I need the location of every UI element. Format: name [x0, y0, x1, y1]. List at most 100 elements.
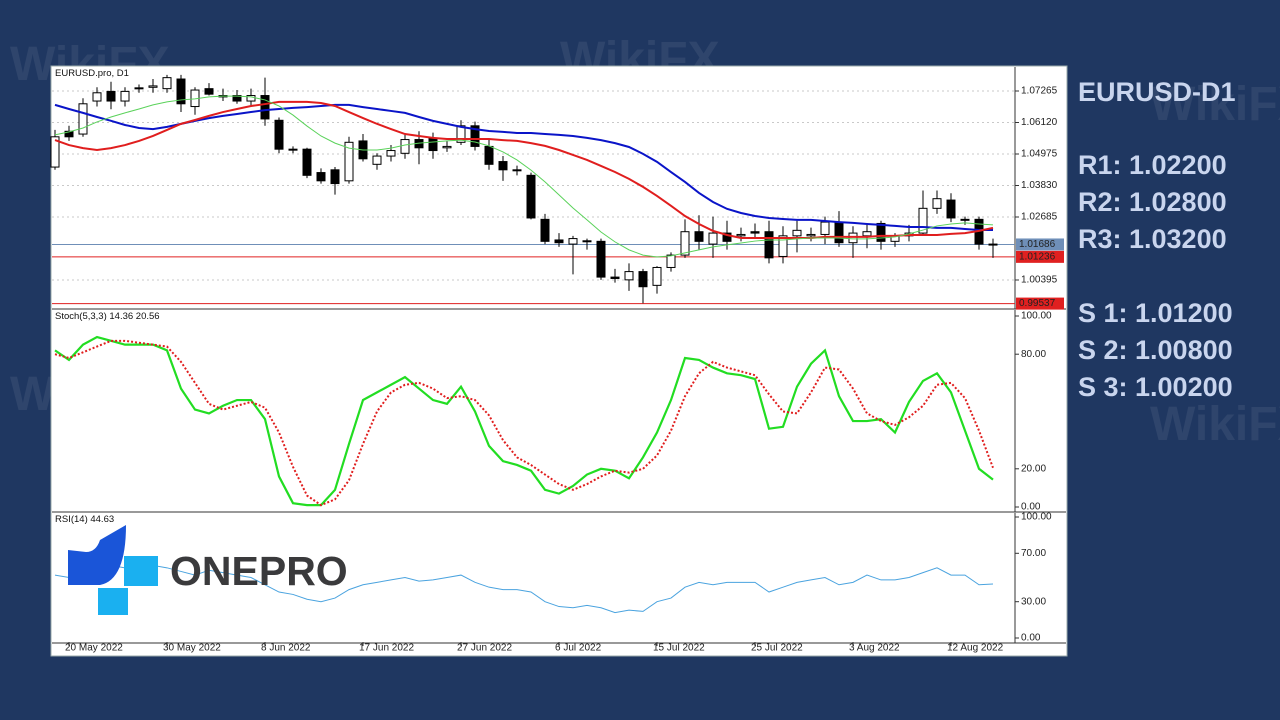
candle-body	[442, 145, 452, 149]
y-tick-label: 1.03830	[1021, 180, 1058, 191]
y-tick-label: 1.00395	[1021, 275, 1058, 286]
candle-body	[862, 231, 872, 237]
x-tick-label: 20 May 2022	[65, 643, 123, 654]
panel-title: EURUSD.pro, D1	[55, 68, 129, 79]
logo-shape	[98, 588, 128, 615]
levels: R1: 1.02200 R2: 1.02800 R3: 1.03200 S 1: 1.…	[1078, 150, 1233, 402]
candle-body	[764, 231, 774, 259]
logo-shape	[68, 525, 126, 585]
candle-body	[918, 207, 928, 234]
candle-body	[64, 130, 74, 138]
x-tick-label: 17 Jun 2022	[359, 643, 414, 654]
series-line	[54, 103, 993, 232]
x-tick-label: 25 Jul 2022	[751, 643, 803, 654]
x-tick-label: 15 Jul 2022	[653, 643, 705, 654]
candle-body	[484, 145, 494, 165]
series-line	[54, 339, 994, 507]
candle-body	[316, 172, 326, 182]
candle-body	[946, 199, 956, 219]
candle-body	[162, 77, 172, 90]
panel-title: RSI(14) 44.63	[55, 514, 114, 525]
candle-body	[834, 221, 844, 244]
candle-body	[624, 271, 634, 281]
logo: ONEPRO	[68, 525, 348, 615]
candle-body	[232, 95, 242, 102]
resistance-level: R1: 1.02200	[1078, 150, 1227, 180]
candle-body	[876, 222, 886, 242]
series-line	[54, 564, 994, 614]
candle-body	[806, 233, 816, 237]
candle-body	[666, 254, 676, 268]
resistance-level: R3: 1.03200	[1078, 224, 1227, 254]
candle-body	[568, 238, 578, 245]
candle-body	[540, 218, 550, 242]
logo-shape	[124, 556, 158, 586]
candle-body	[148, 85, 158, 88]
candle-body	[106, 90, 116, 102]
candle-body	[428, 137, 438, 152]
candle-body	[456, 125, 466, 143]
candle-body	[344, 141, 354, 182]
level-label-box	[1016, 297, 1064, 310]
x-tick-label: 27 Jun 2022	[457, 643, 512, 654]
level-label: 1.01686	[1019, 239, 1056, 250]
watermark: WikiFX	[1150, 398, 1280, 451]
candle-body	[694, 231, 704, 242]
candle-body	[610, 276, 620, 279]
x-tick-label: 3 Aug 2022	[849, 643, 900, 654]
resistance-level: R2: 1.02800	[1078, 187, 1227, 217]
plot-area: 1.07265 1.06120 1.04975 1.03830 1.02685 1.003…	[50, 67, 1066, 654]
y-tick-label: 1.06120	[1021, 117, 1058, 128]
candle-body	[50, 136, 60, 168]
candle-body	[512, 169, 522, 172]
support-level: S 1: 1.01200	[1078, 298, 1233, 328]
y-tick-label: 70.00	[1021, 548, 1046, 559]
candle-body	[78, 103, 88, 135]
series-line	[54, 95, 994, 258]
candle-body	[302, 148, 312, 176]
y-tick-label: 0.00	[1021, 502, 1041, 513]
candle-body	[470, 125, 480, 147]
candle-body	[722, 232, 732, 242]
candle-body	[596, 240, 606, 278]
chart-frame	[50, 65, 1068, 657]
x-tick-label: 30 May 2022	[163, 643, 221, 654]
y-tick-label: 0.00	[1021, 633, 1041, 644]
candle-body	[792, 229, 802, 237]
candle-body	[750, 231, 760, 234]
candle-body	[680, 231, 690, 256]
y-tick-label: 100.00	[1021, 512, 1052, 523]
candle-body	[652, 266, 662, 286]
candle-body	[120, 90, 130, 102]
level-label: 0.99537	[1019, 298, 1056, 309]
candle-body	[778, 235, 788, 257]
candle-body	[372, 155, 382, 165]
candle-body	[638, 271, 648, 288]
y-tick-label: 100.00	[1021, 311, 1052, 322]
candle-body	[988, 243, 998, 246]
candle-body	[134, 87, 144, 90]
candle-body	[582, 240, 592, 243]
level-label-box	[1016, 238, 1064, 251]
level-label: 1.01236	[1019, 251, 1056, 262]
series-line	[54, 100, 994, 240]
watermark: WikiFX	[1150, 78, 1280, 131]
candle-body	[498, 161, 508, 171]
candle-body	[330, 169, 340, 185]
candle-body	[386, 150, 396, 157]
side-title: EURUSD-D1	[1078, 77, 1236, 107]
logo-text: ONEPRO	[170, 548, 348, 594]
candle-body	[960, 218, 970, 221]
x-tick-label: 12 Aug 2022	[947, 643, 1004, 654]
candle-body	[400, 139, 410, 154]
candle-body	[932, 198, 942, 209]
y-tick-label: 30.00	[1021, 596, 1046, 607]
candle-body	[526, 174, 536, 219]
support-level: S 2: 1.00800	[1078, 335, 1233, 365]
x-tick-label: 6 Jul 2022	[555, 643, 602, 654]
y-tick-label: 20.00	[1021, 463, 1046, 474]
candle-body	[708, 232, 718, 245]
candle-body	[92, 92, 102, 102]
